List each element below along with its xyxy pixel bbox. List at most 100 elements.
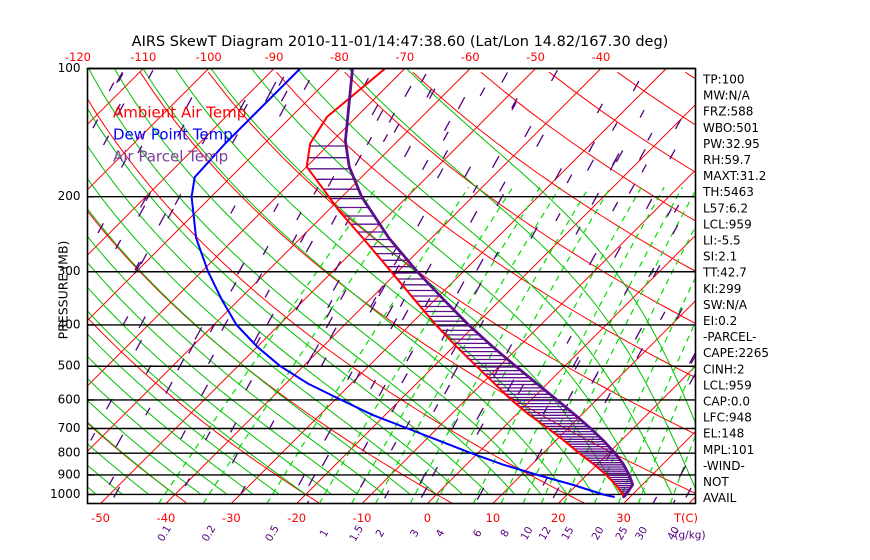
wind-barb: [340, 289, 347, 301]
wind-barb: [108, 82, 115, 92]
wind-barb: [231, 453, 238, 464]
panel-row: NOT: [703, 475, 729, 489]
wind-barb: [476, 258, 484, 271]
wind-barb: [204, 431, 211, 441]
wind-barb: [390, 318, 398, 330]
temp-axis-bottom: -50 -40 -30 -20 -10 0 10 20 30 T(C): [91, 511, 698, 525]
mixing-ratio-tick-label: 1.5: [347, 523, 366, 543]
mixing-ratio-tick-label: 0.1: [155, 523, 174, 543]
wind-barb: [295, 298, 303, 311]
panel-row: EI:0.2: [703, 314, 737, 328]
temp-tick-label-top: -120: [65, 50, 91, 64]
wind-barb: [321, 454, 329, 467]
wind-barb: [614, 246, 622, 259]
wind-barb: [116, 103, 125, 116]
moist-adiabat: [296, 68, 673, 495]
moist-adiabat: [87, 177, 437, 495]
temp-tick-label-top: -70: [395, 50, 414, 64]
pressure-tick-label: 100: [58, 61, 81, 75]
wind-barb: [685, 487, 692, 498]
panel-row: MPL:101: [703, 443, 754, 457]
panel-row: -PARCEL-: [703, 330, 757, 344]
panel-row: LI:-5.5: [703, 234, 741, 248]
wind-barb: [419, 471, 427, 485]
panel-row: KI:299: [703, 282, 741, 296]
wind-barb: [113, 103, 121, 115]
moist-adiabat: [87, 144, 463, 495]
panel-row: LFC:948: [703, 411, 752, 425]
panel-row: FRZ:588: [703, 105, 753, 119]
wind-barb: [97, 222, 104, 234]
wind-barb: [278, 104, 287, 117]
mixing-ratio-line: [540, 189, 696, 504]
mixing-ratio-tick-label: 0.5: [263, 523, 282, 543]
wind-barb: [464, 166, 472, 178]
wind-barb: [457, 96, 466, 110]
wind-barb: [647, 132, 653, 141]
moist-adiabat: [87, 286, 333, 495]
wind-barb: [324, 429, 332, 441]
wind-barb: [406, 350, 414, 362]
mixing-ratio-tick-label: 3: [408, 528, 422, 540]
wind-barb: [306, 352, 314, 365]
isotherm: [820, 69, 870, 504]
pressure-tick-label: 700: [58, 421, 81, 435]
wind-barb: [115, 239, 122, 250]
panel-row: -WIND-: [703, 459, 745, 473]
dry-adiabat: [276, 71, 696, 379]
moist-adiabat: [87, 377, 228, 495]
mixing-ratio-line: [563, 225, 696, 504]
pressure-tick-label: 800: [58, 446, 81, 460]
legend-item-1: Ambient Air Temp: [113, 104, 246, 122]
mixing-ratio-axis-label: (g/kg): [674, 530, 705, 542]
wind-barb: [424, 263, 432, 275]
moist-adiabat: [87, 207, 411, 495]
isotherm: [87, 68, 471, 452]
wind-barb: [238, 99, 246, 112]
moist-adiabat: [406, 68, 696, 425]
wind-barb: [674, 118, 682, 130]
dry-adiabat: [344, 71, 696, 324]
wind-barb: [313, 344, 320, 354]
temp-tick-label-bottom: -10: [353, 511, 372, 525]
moist-adiabat: [87, 399, 202, 495]
mixing-ratio-tick-label: 8: [498, 528, 512, 540]
wind-barb: [390, 441, 397, 451]
mixing-ratio-tick-label: 0.2: [200, 523, 219, 543]
wind-barb: [362, 441, 369, 452]
temp-tick-label-top: -50: [526, 50, 545, 64]
dry-adiabat: [412, 71, 696, 272]
panel-row: RH:59.7: [703, 153, 751, 167]
wind-barb: [280, 90, 288, 102]
wind-barb: [566, 174, 573, 184]
panel-row: WBO:501: [703, 121, 759, 135]
moist-adiabat: [251, 68, 647, 495]
wind-barb: [588, 141, 595, 153]
wind-barb: [230, 281, 237, 292]
wind-barb: [596, 103, 603, 114]
moist-adiabat: [87, 443, 150, 495]
moist-adiabat: [87, 261, 359, 495]
moist-adiabat: [113, 68, 542, 495]
temp-axis-top: -120 -110 -100 -90 -80 -70 -60 -50 -40: [65, 50, 610, 64]
mixing-ratio-tick-label: 10: [519, 525, 536, 543]
mixing-ratio-line: [318, 186, 514, 504]
panel-row: PW:32.95: [703, 137, 760, 151]
wind-barb: [420, 486, 428, 499]
wind-barb: [612, 153, 620, 166]
wind-barb: [165, 381, 173, 394]
wind-barb: [470, 210, 478, 223]
panel-row: LCL:959: [703, 378, 752, 392]
wind-barb: [329, 327, 337, 339]
wind-barb: [376, 110, 384, 122]
pressure-tick-label: 200: [58, 189, 81, 203]
wind-barb: [574, 360, 581, 370]
wind-barb: [421, 159, 429, 171]
wind-barb: [442, 131, 449, 141]
panel-row: MAXT:31.2: [703, 169, 766, 183]
wind-barb: [167, 208, 174, 219]
panel-row: TP:100: [702, 73, 745, 87]
wind-barb: [115, 434, 124, 448]
wind-barb: [120, 157, 128, 168]
wind-barb: [264, 289, 270, 298]
